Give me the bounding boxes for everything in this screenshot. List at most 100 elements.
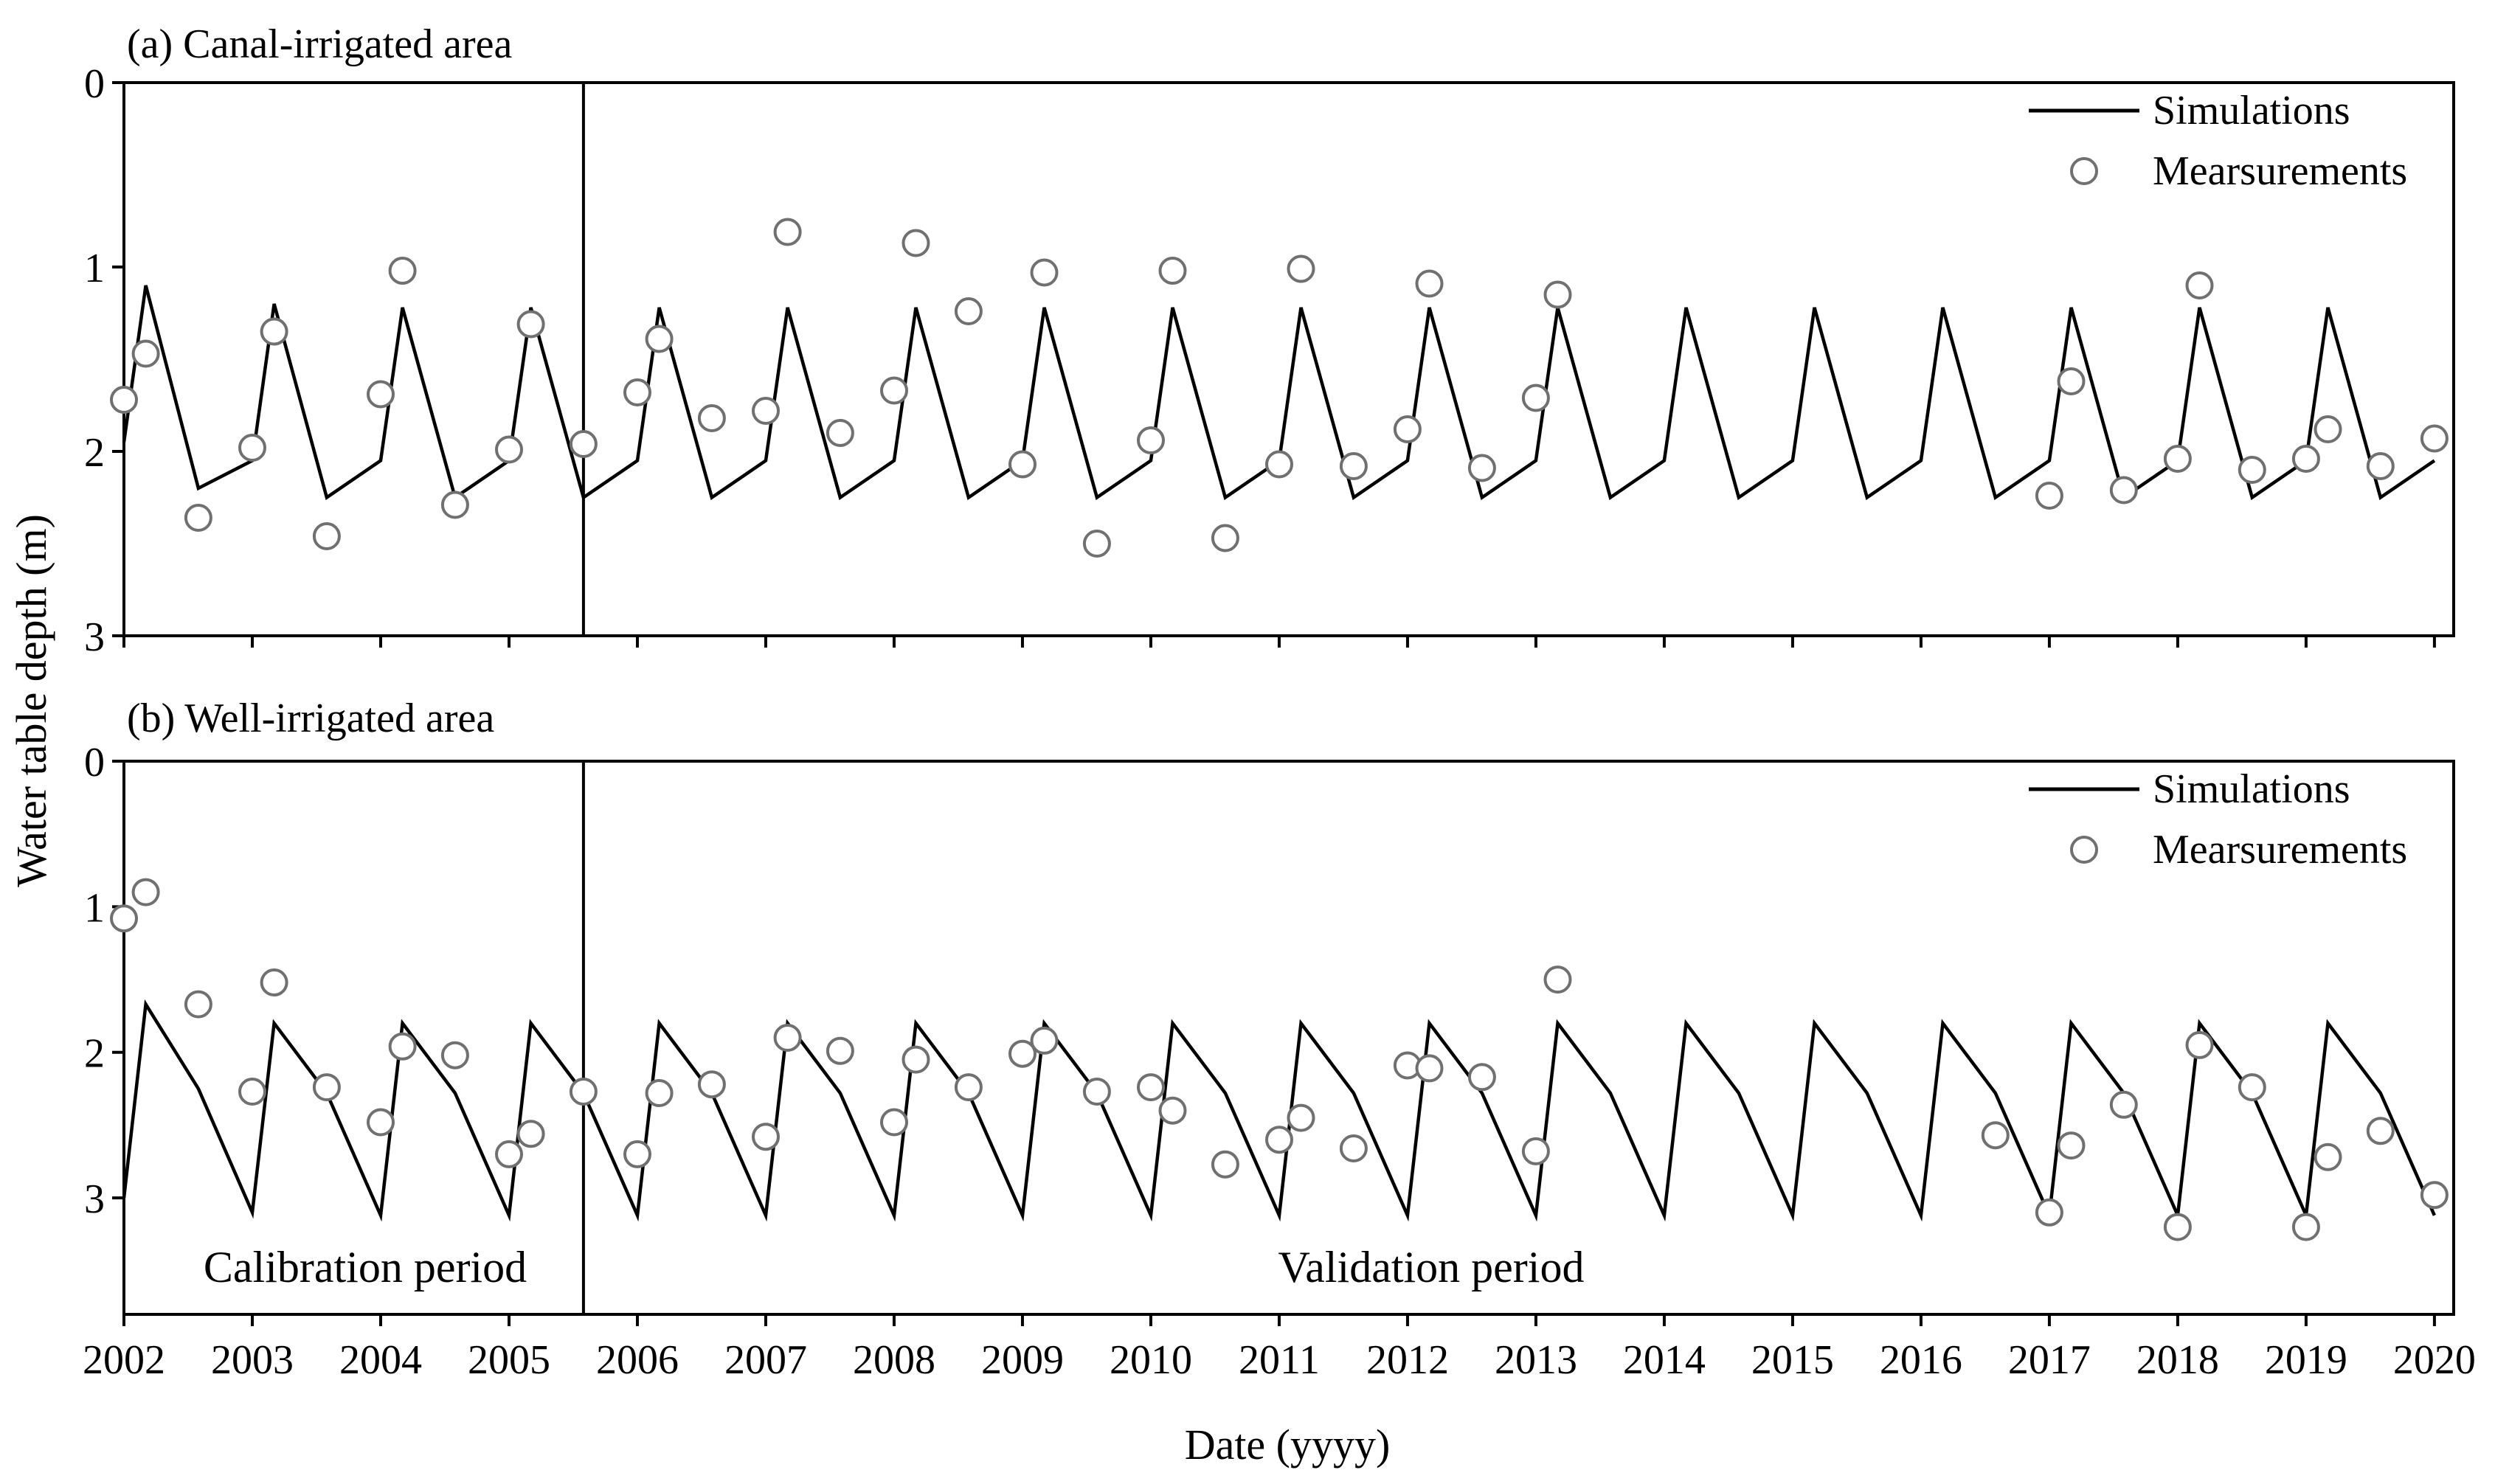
- x-tick-label: 2017: [2008, 1337, 2091, 1383]
- measurement-point: [2185, 1030, 2214, 1059]
- measurement-point: [1287, 254, 1315, 283]
- plot-frame: [122, 760, 2455, 1316]
- measurement-point: [388, 1032, 417, 1061]
- y-tick-label: 3: [84, 1176, 105, 1222]
- measurement-point: [1008, 450, 1037, 479]
- calibration-period-label: Calibration period: [204, 1243, 527, 1291]
- measurement-point: [569, 430, 598, 458]
- measurement-point: [1030, 258, 1059, 287]
- measurement-point: [1981, 1121, 2010, 1150]
- measurement-point: [1137, 426, 1165, 454]
- x-tick-label: 2019: [2265, 1337, 2347, 1383]
- measurement-point: [110, 904, 138, 933]
- panel-b-title: (b) Well-irrigated area: [127, 696, 494, 741]
- x-tick-label: 2010: [1110, 1337, 1192, 1383]
- x-tick-label: 2012: [1366, 1337, 1449, 1383]
- measurement-point: [2035, 1198, 2063, 1227]
- measurement-point: [773, 218, 802, 246]
- measurement-point: [1137, 1073, 1165, 1102]
- measurement-point: [1415, 269, 1444, 298]
- measurement-point: [2163, 1213, 2192, 1241]
- legend-measurements-label: Mearsurements: [2153, 827, 2407, 873]
- measurement-point: [238, 1078, 266, 1106]
- measurement-point: [2057, 367, 2086, 395]
- panel-a-plot-area: 0 1 2 3: [84, 61, 2455, 660]
- measurement-point: [569, 1078, 598, 1106]
- plot-frame: [122, 81, 2455, 637]
- measurement-point: [1287, 1103, 1315, 1132]
- measurement-point: [2291, 1213, 2320, 1241]
- measurement-point: [1543, 965, 1572, 994]
- measurement-point: [1082, 530, 1111, 558]
- measurement-point: [1158, 257, 1187, 285]
- measurement-point: [880, 1108, 908, 1137]
- legend-measurements-marker: [2070, 836, 2098, 864]
- measurement-point: [1030, 1026, 1059, 1055]
- y-tick-label: 3: [84, 614, 105, 660]
- measurement-point: [1467, 454, 1496, 482]
- panel-well-irrigated: (b) Well-irrigated area 0 1 2 3 Simulations…: [84, 696, 2455, 1326]
- measurement-point: [440, 490, 469, 519]
- measurement-point: [1082, 1078, 1111, 1106]
- measurement-point: [367, 380, 395, 409]
- x-tick-label: 2018: [2136, 1337, 2219, 1383]
- x-tick-label: 2004: [339, 1337, 422, 1383]
- measurement-point: [2185, 271, 2214, 299]
- x-tick-label: 2005: [468, 1337, 550, 1383]
- validation-period-label: Validation period: [1278, 1243, 1585, 1291]
- measurement-point: [184, 504, 212, 532]
- measurement-point: [110, 386, 138, 414]
- y-tick-label: 0: [84, 740, 105, 786]
- panel-b-plot-area: 0 1 2 3: [84, 740, 2455, 1326]
- measurement-point: [2057, 1131, 2086, 1160]
- x-axis-tick-labels: 2002 2003 2004 2005 2006 2007 2008 2009 2010 2011…: [83, 1337, 2476, 1383]
- measurement-point: [752, 397, 780, 425]
- measurement-point: [2366, 452, 2395, 480]
- measurement-point: [826, 1036, 854, 1065]
- measurement-point: [238, 434, 266, 462]
- measurement-point: [2291, 445, 2320, 473]
- measurement-point: [2314, 1143, 2342, 1171]
- legend-simulations-label: Simulations: [2153, 766, 2350, 812]
- measurement-point: [826, 419, 854, 447]
- measurement-point: [2314, 415, 2342, 443]
- measurement-point: [2035, 482, 2063, 510]
- x-tick-label: 2003: [211, 1337, 294, 1383]
- measurement-point: [1265, 450, 1293, 479]
- measurement-point: [1339, 1134, 1368, 1162]
- measurement-point: [312, 1073, 341, 1102]
- measurement-point: [954, 1073, 983, 1102]
- y-tick-label: 1: [84, 246, 105, 291]
- measurement-point: [495, 1140, 523, 1168]
- measurement-point: [954, 297, 983, 325]
- measurement-point: [1211, 524, 1239, 552]
- x-tick-label: 2007: [724, 1337, 807, 1383]
- measurement-point: [2238, 1073, 2266, 1102]
- measurement-point: [495, 435, 523, 464]
- legend-measurements-marker: [2070, 157, 2098, 185]
- legend-simulations-label: Simulations: [2153, 88, 2350, 134]
- measurement-point: [2420, 1181, 2449, 1210]
- y-tick-label: 2: [84, 1031, 105, 1077]
- measurement-point: [388, 257, 417, 285]
- measurement-point: [697, 404, 726, 432]
- measurement-point: [2109, 476, 2138, 505]
- y-tick-label: 2: [84, 430, 105, 476]
- measurement-point: [367, 1108, 395, 1137]
- measurement-point: [1008, 1039, 1037, 1068]
- x-tick-label: 2002: [83, 1337, 165, 1383]
- x-tick-label: 2013: [1495, 1337, 1577, 1383]
- x-tick-label: 2016: [1880, 1337, 1962, 1383]
- measurement-point: [260, 317, 288, 346]
- x-tick-label: 2006: [596, 1337, 679, 1383]
- measurement-point: [2366, 1117, 2395, 1145]
- measurement-point: [645, 325, 674, 353]
- x-tick-label: 2008: [853, 1337, 935, 1383]
- measurement-point: [623, 378, 651, 406]
- panel-a-legend: Simulations Mearsurements: [2029, 88, 2407, 194]
- measurement-point: [1211, 1150, 1239, 1179]
- measurement-point: [1265, 1126, 1293, 1154]
- measurement-point: [1467, 1063, 1496, 1092]
- legend-measurements-label: Mearsurements: [2153, 148, 2407, 194]
